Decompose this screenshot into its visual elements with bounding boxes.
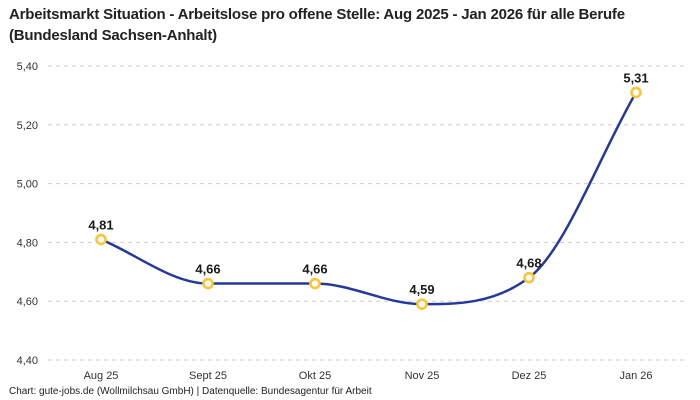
data-point-marker bbox=[309, 277, 321, 290]
x-axis-tick-label: Nov 25 bbox=[405, 370, 440, 382]
chart-credit-line: Chart: gute-jobs.de (Wollmilchsau GmbH) … bbox=[9, 386, 372, 397]
data-point-label: 4,66 bbox=[302, 262, 327, 277]
data-point-label: 4,59 bbox=[409, 282, 434, 297]
data-point-label: 5,31 bbox=[623, 70, 648, 85]
y-axis-tick-label: 5,00 bbox=[17, 179, 38, 191]
data-point-marker bbox=[416, 298, 428, 310]
chart-title: Arbeitsmarkt Situation - Arbeitslose pro… bbox=[9, 6, 625, 44]
x-axis-tick-label: Aug 25 bbox=[84, 370, 119, 382]
data-point-marker bbox=[523, 271, 535, 284]
y-axis-tick-label: 4,60 bbox=[17, 296, 38, 308]
data-point-marker bbox=[95, 233, 107, 246]
x-axis-tick-label: Dez 25 bbox=[512, 370, 547, 382]
data-point-marker bbox=[202, 277, 214, 290]
trend-line bbox=[99, 91, 638, 306]
x-axis-tick-label: Jan 26 bbox=[619, 370, 652, 382]
y-axis-tick-label: 4,80 bbox=[17, 237, 38, 249]
data-point-marker bbox=[630, 86, 642, 99]
y-axis-tick-label: 5,20 bbox=[17, 120, 38, 132]
x-axis-tick-label: Sept 25 bbox=[189, 370, 227, 382]
data-point-label: 4,66 bbox=[195, 262, 220, 277]
x-axis-tick-label: Okt 25 bbox=[299, 370, 331, 382]
y-axis-tick-label: 4,40 bbox=[17, 355, 38, 367]
y-axis-tick-label: 5,40 bbox=[17, 61, 38, 73]
data-point-label: 4,68 bbox=[516, 256, 541, 271]
data-point-label: 4,81 bbox=[88, 217, 113, 232]
